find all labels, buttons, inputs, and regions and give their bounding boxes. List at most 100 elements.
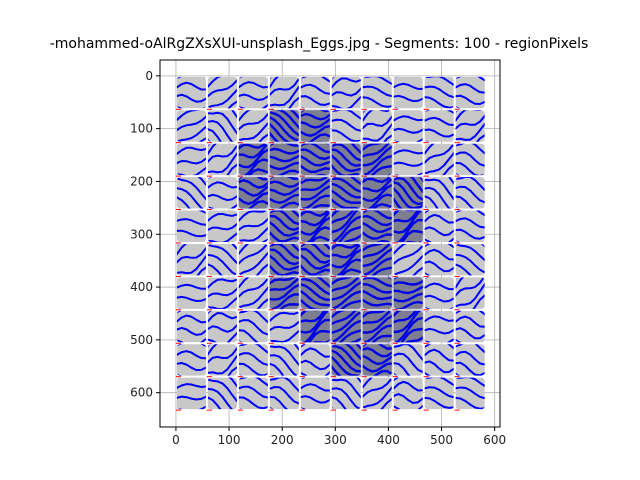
segment-cell: [237, 310, 268, 344]
stroke-line: [238, 103, 268, 109]
stroke-line: [207, 386, 237, 410]
stroke-line: [424, 243, 454, 249]
stroke-line: [176, 177, 206, 205]
stroke-line: [269, 110, 299, 139]
segment-cell: [330, 242, 362, 277]
segment-fill: [331, 76, 361, 109]
stroke-line: [176, 393, 206, 402]
stroke-line: [362, 289, 392, 301]
stroke-line: [331, 129, 361, 142]
stroke-line: [331, 268, 361, 276]
stroke-line: [455, 195, 485, 209]
segment-cell: [206, 210, 237, 244]
stroke-line: [269, 243, 299, 260]
stroke-line: [238, 296, 268, 309]
stroke-line: [269, 201, 299, 209]
stroke-line: [176, 218, 206, 226]
stroke-line: [455, 386, 485, 400]
stroke-line: [300, 277, 330, 297]
stroke-line: [362, 143, 392, 161]
stroke-line: [393, 149, 423, 157]
stroke-line: [393, 177, 423, 201]
stroke-line: [269, 220, 299, 237]
stroke-line: [300, 95, 330, 106]
stroke-line: [300, 318, 330, 343]
x-tick-label: 300: [324, 433, 347, 447]
stroke-line: [393, 316, 423, 343]
stroke-line: [207, 351, 237, 376]
stroke-line: [207, 230, 237, 242]
stroke-line: [362, 243, 392, 262]
stroke-line: [238, 310, 268, 326]
segment-cell: [206, 110, 237, 144]
stroke-line: [176, 93, 206, 103]
stroke-line: [393, 229, 423, 242]
stroke-line: [362, 214, 392, 227]
segment-cells: [175, 76, 485, 411]
segment-shade: [299, 176, 331, 210]
stroke-line: [269, 243, 299, 254]
segment-fill: [207, 177, 237, 209]
stroke-line: [300, 226, 330, 242]
stroke-line: [393, 310, 423, 335]
stroke-line: [424, 143, 454, 161]
stroke-line: [424, 315, 454, 325]
stroke-line: [393, 344, 423, 364]
stroke-line: [362, 362, 392, 373]
segment-cell: [175, 243, 206, 277]
stroke-line: [455, 338, 485, 343]
stroke-line: [269, 179, 299, 189]
segment-fill: [393, 76, 423, 109]
stroke-line: [269, 185, 299, 197]
segment-cell: [361, 142, 393, 177]
stroke-line: [362, 177, 392, 189]
segment-fill: [207, 310, 237, 343]
stroke-line: [176, 404, 206, 410]
segment-fill: [424, 344, 454, 376]
stroke-line: [424, 96, 454, 109]
segment-cell: [268, 209, 300, 244]
segment-fill: [207, 277, 237, 309]
stroke-line: [300, 194, 330, 209]
stroke-line: [176, 310, 206, 314]
stroke-line: [176, 177, 206, 192]
stroke-line: [455, 228, 485, 240]
stroke-line: [455, 217, 485, 229]
segment-cell: [299, 344, 330, 378]
stroke-line: [238, 110, 268, 127]
stroke-line: [455, 252, 485, 275]
segment-fill: [269, 76, 299, 109]
stroke-line: [238, 183, 268, 197]
segment-shade: [330, 309, 362, 344]
stroke-line: [331, 243, 361, 256]
stroke-line: [424, 148, 454, 176]
segment-shade: [330, 142, 362, 177]
stroke-line: [362, 110, 392, 136]
stroke-line: [300, 347, 330, 360]
stroke-line: [424, 326, 454, 335]
stroke-line: [238, 224, 268, 242]
stroke-line: [393, 292, 423, 303]
stroke-line: [424, 260, 454, 273]
stroke-line: [362, 202, 392, 209]
stroke-line: [300, 83, 330, 95]
stroke-line: [176, 229, 206, 238]
stroke-line: [362, 282, 392, 294]
segment-cell: [423, 310, 454, 344]
y-tick-label: 400: [130, 280, 153, 294]
stroke-line: [300, 177, 330, 194]
stroke-line: [393, 362, 423, 376]
stroke-line: [269, 344, 299, 357]
stroke-line: [207, 148, 237, 176]
stroke-line: [207, 119, 237, 142]
segment-shade: [392, 276, 424, 310]
segment-cell: [175, 277, 206, 311]
stroke-line: [238, 247, 268, 276]
segment-fill: [207, 210, 237, 242]
stroke-line: [362, 243, 392, 256]
stroke-line: [269, 114, 299, 142]
stroke-line: [207, 344, 237, 371]
segment-cell: [392, 176, 424, 211]
stroke-line: [300, 124, 330, 137]
